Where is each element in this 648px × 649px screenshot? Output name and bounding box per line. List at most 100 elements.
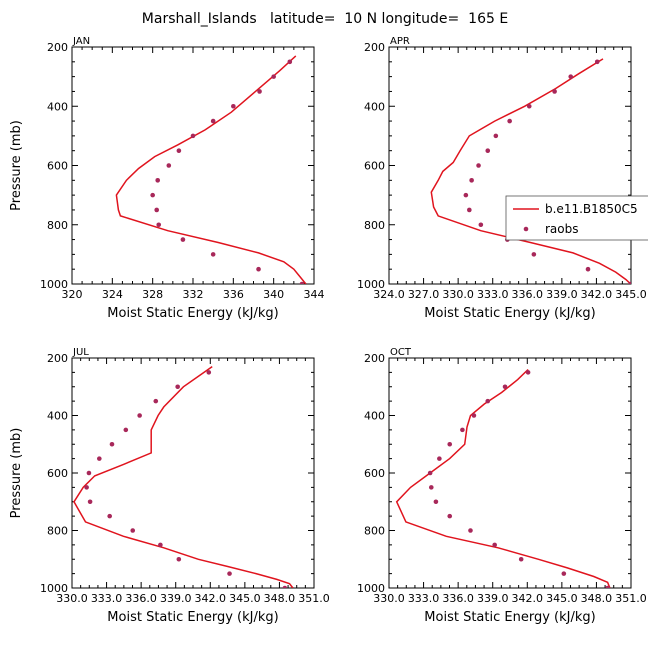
- x-tick-label: 336: [223, 288, 244, 301]
- y-tick-label: 1000: [40, 278, 68, 291]
- model-line: [73, 365, 294, 588]
- x-tick-label: 348.0: [264, 592, 296, 605]
- y-axis-title: Pressure (mb): [9, 428, 24, 519]
- raob-point: [180, 237, 186, 242]
- model-line: [115, 55, 307, 284]
- plot-frame: [71, 357, 315, 589]
- x-tick-label: 342.0: [581, 288, 613, 301]
- raob-point: [526, 103, 532, 109]
- y-tick-label: 1000: [357, 278, 385, 291]
- raob-point: [87, 499, 93, 505]
- x-tick-label: 340: [263, 288, 284, 301]
- x-tick-label: 324.0: [373, 288, 405, 301]
- y-tick-label: 800: [47, 219, 68, 232]
- y-tick-label: 600: [47, 160, 68, 173]
- raob-point: [158, 542, 163, 548]
- plot-frame: [71, 46, 315, 285]
- raob-point: [231, 103, 236, 109]
- x-tick-label: 348.0: [581, 592, 613, 605]
- raob-point: [460, 427, 465, 433]
- x-tick-label: 342.0: [195, 592, 227, 605]
- raob-point: [153, 398, 159, 404]
- raob-point: [175, 384, 180, 390]
- raob-point: [493, 133, 499, 139]
- model-line: [430, 58, 631, 284]
- x-axis-title: Moist Static Energy (kJ/kg): [107, 306, 278, 321]
- panel-label: JAN: [72, 36, 90, 47]
- raob-point: [299, 281, 305, 284]
- legend-label-raobs: raobs: [545, 222, 579, 236]
- y-tick-label: 1000: [40, 582, 68, 595]
- x-tick-label: 345.0: [615, 288, 647, 301]
- y-tick-label: 800: [47, 525, 68, 538]
- raob-point: [507, 118, 512, 124]
- x-tick-label: 330.0: [442, 288, 474, 301]
- raob-point: [552, 89, 557, 94]
- y-tick-label: 400: [364, 100, 385, 113]
- panel-oct: OCT 330.0 333.0 336.0 339.0 342.0 345.0 348.0 35…: [357, 347, 647, 625]
- raob-point: [568, 74, 574, 79]
- x-tick-label: 342.0: [512, 592, 544, 605]
- x-tick-label: 336.0: [125, 592, 157, 605]
- y-tick-label: 800: [364, 525, 385, 538]
- y-tick-label: 600: [364, 467, 385, 480]
- raob-point: [137, 413, 142, 418]
- x-tick-label: 339.0: [477, 592, 509, 605]
- raob-point: [257, 89, 262, 94]
- y-tick-label: 200: [364, 352, 385, 365]
- raob-point: [492, 542, 497, 548]
- x-tick-label: 333.0: [91, 592, 123, 605]
- x-tick-label: 328: [142, 288, 163, 301]
- x-tick-label: 339.0: [546, 288, 578, 301]
- raob-point: [427, 470, 433, 476]
- raob-point: [155, 178, 161, 183]
- x-tick-label: 351.0: [615, 592, 647, 605]
- raob-point: [190, 133, 196, 139]
- figure-title: Marshall_Islands latitude= 10 N longitud…: [142, 11, 508, 27]
- model-line: [395, 368, 611, 588]
- raob-point: [437, 456, 442, 461]
- panel-label: APR: [390, 36, 410, 47]
- raob-point: [585, 266, 591, 272]
- raob-point: [502, 384, 508, 390]
- raob-point: [282, 585, 288, 588]
- plot-area: [115, 55, 307, 284]
- raob-point: [150, 192, 155, 198]
- raob-point: [485, 148, 491, 153]
- raob-point: [467, 207, 472, 213]
- raob-point: [468, 528, 473, 533]
- plot-area: [430, 58, 631, 284]
- legend-label-model: b.e11.B1850C5: [545, 202, 638, 216]
- x-tick-label: 330.0: [373, 592, 405, 605]
- plot-frame: [388, 46, 632, 285]
- raob-point: [561, 571, 567, 576]
- raob-point: [271, 74, 276, 79]
- x-tick-label: 320: [62, 288, 83, 301]
- raob-point: [447, 513, 453, 519]
- x-tick-label: 333.0: [408, 592, 440, 605]
- raob-point: [287, 59, 293, 65]
- legend-dot-swatch: [523, 226, 529, 232]
- raob-point: [84, 485, 89, 490]
- y-tick-label: 200: [47, 352, 68, 365]
- raob-point: [531, 252, 537, 257]
- raob-point: [166, 163, 172, 168]
- panel-label: JUL: [72, 347, 89, 358]
- raob-point: [476, 163, 481, 168]
- x-tick-label: 344: [304, 288, 325, 301]
- raob-point: [107, 513, 112, 519]
- raob-point: [256, 266, 261, 272]
- panel-apr: APR 324.0 327.0 330.0 333.0 336.0 339.0 342.0 34…: [357, 36, 648, 321]
- y-tick-label: 800: [364, 219, 385, 232]
- panel-jul: JUL 330.0 333.0 336.0 339.0 342.0 345.0 348.0 35…: [9, 347, 330, 625]
- plot-area: [395, 368, 611, 588]
- x-tick-label: 330.0: [56, 592, 88, 605]
- plot-frame: [388, 357, 632, 589]
- raob-point: [123, 427, 129, 433]
- raob-point: [86, 470, 92, 476]
- raob-point: [485, 398, 491, 404]
- panel-grid: JAN 320 324 328 332 336 340 344 200 400 600 800 1000…: [9, 36, 648, 625]
- x-tick-label: 333.0: [477, 288, 509, 301]
- x-tick-label: 345.0: [546, 592, 578, 605]
